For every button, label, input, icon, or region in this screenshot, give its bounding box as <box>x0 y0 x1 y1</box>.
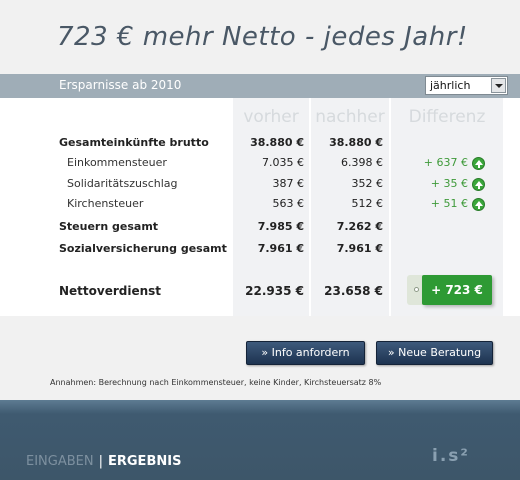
table-row: Einkommensteuer 7.035 € 6.398 € + 637 € <box>0 156 520 174</box>
request-info-button[interactable]: » Info anfordern <box>246 341 365 365</box>
net-gain-price-tag: + 723 € <box>404 274 494 308</box>
table-row: Solidaritätszuschlag 387 € 352 € + 35 € <box>0 177 520 195</box>
period-select-value: jährlich <box>430 79 471 92</box>
row-value-difference: + 637 € <box>423 156 468 169</box>
row-value-difference: + 51 € <box>430 197 468 210</box>
price-tag-hole-icon <box>414 287 419 292</box>
table-row-net-income: Nettoverdienst 22.935 € 23.658 € <box>0 284 520 302</box>
row-label: Solidaritätszuschlag <box>67 177 178 190</box>
table-row: Sozialversicherung gesamt 7.961 € 7.961 … <box>0 242 520 260</box>
headline: 723 € mehr Netto - jedes Jahr! <box>57 22 468 52</box>
table-row: Kirchensteuer 563 € 512 € + 51 € <box>0 197 520 215</box>
row-label: Gesamteinkünfte brutto <box>59 136 209 149</box>
row-value-before: 38.880 € <box>250 136 304 149</box>
section-title: Ersparnisse ab 2010 <box>59 78 182 92</box>
brand-logo: i.s² <box>432 446 470 466</box>
column-header-difference: Differenz <box>408 107 486 127</box>
row-value-after: 7.961 € <box>336 242 383 255</box>
row-label: Einkommensteuer <box>67 156 167 169</box>
table-row: Steuern gesamt 7.985 € 7.262 € <box>0 220 520 238</box>
row-label: Steuern gesamt <box>59 220 159 233</box>
row-value-before: 7.961 € <box>257 242 304 255</box>
row-value-before: 22.935 € <box>245 284 304 298</box>
before-column-band <box>233 98 309 316</box>
period-select[interactable]: jährlich <box>425 76 508 95</box>
footer-bar: EINGABEN | ERGEBNIS i.s² <box>0 400 520 480</box>
new-consultation-button[interactable]: » Neue Beratung <box>376 341 493 365</box>
section-header-bar: Ersparnisse ab 2010 jährlich <box>0 74 520 98</box>
row-value-difference: + 35 € <box>430 177 468 190</box>
column-header-after: nachher <box>315 107 385 127</box>
assumptions-note: Annahmen: Berechnung nach Einkommensteue… <box>50 378 382 387</box>
arrow-up-icon <box>472 178 485 191</box>
row-label: Sozialversicherung gesamt <box>59 242 227 255</box>
row-value-before: 7.035 € <box>262 156 304 169</box>
table-row: Gesamteinkünfte brutto 38.880 € 38.880 € <box>0 136 520 154</box>
chevron-down-icon[interactable] <box>491 78 506 93</box>
row-value-before: 563 € <box>272 197 305 210</box>
row-value-after: 352 € <box>351 177 384 190</box>
row-value-after: 512 € <box>351 197 384 210</box>
arrow-up-icon <box>472 198 485 211</box>
row-value-after: 23.658 € <box>324 284 383 298</box>
nav-separator: | <box>98 454 103 469</box>
row-value-after: 38.880 € <box>329 136 383 149</box>
nav-item-result[interactable]: ERGEBNIS <box>108 454 182 469</box>
arrow-up-icon <box>472 157 485 170</box>
row-value-after: 6.398 € <box>341 156 383 169</box>
nav-item-inputs[interactable]: EINGABEN <box>26 454 94 469</box>
after-column-band <box>311 98 389 316</box>
column-header-before: vorher <box>243 107 299 127</box>
row-value-after: 7.262 € <box>336 220 383 233</box>
net-gain-value: + 723 € <box>422 275 492 305</box>
row-value-before: 7.985 € <box>257 220 304 233</box>
row-label: Kirchensteuer <box>67 197 144 210</box>
row-value-before: 387 € <box>272 177 305 190</box>
step-navigation: EINGABEN | ERGEBNIS <box>26 454 181 469</box>
row-label: Nettoverdienst <box>59 284 162 298</box>
